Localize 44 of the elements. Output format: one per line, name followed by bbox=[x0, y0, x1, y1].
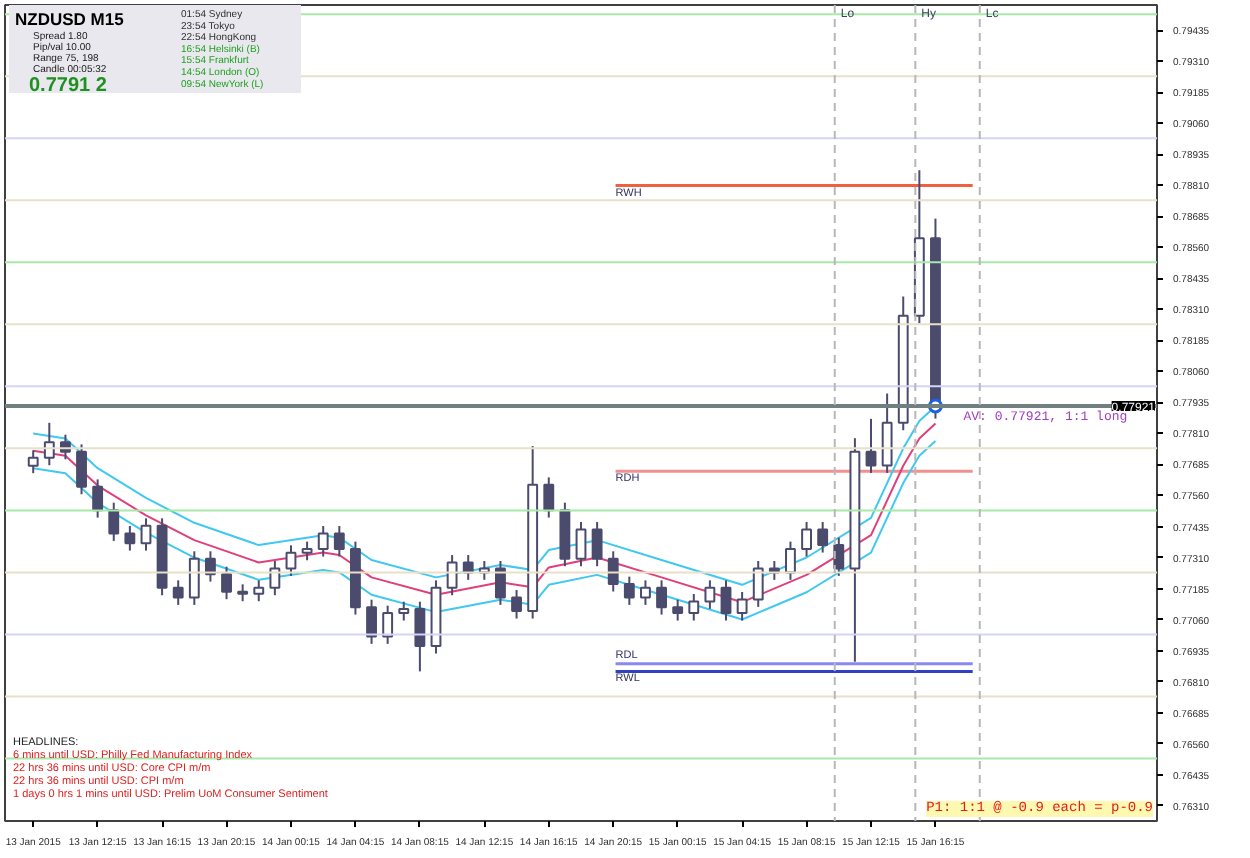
candlestick bbox=[865, 417, 877, 474]
candlestick bbox=[301, 540, 313, 562]
candlestick bbox=[188, 550, 200, 606]
candlestick bbox=[108, 501, 120, 542]
candlestick bbox=[398, 600, 410, 622]
candlestick bbox=[672, 598, 684, 622]
candlestick bbox=[704, 579, 716, 610]
candlestick bbox=[801, 521, 812, 558]
candlestick bbox=[333, 525, 345, 558]
candlestick bbox=[817, 521, 829, 554]
candlestick bbox=[76, 443, 87, 496]
candlestick bbox=[607, 550, 619, 593]
candlestick bbox=[285, 544, 297, 577]
candlestick bbox=[623, 575, 635, 606]
candlestick bbox=[140, 517, 152, 552]
candlestick bbox=[511, 589, 522, 620]
chart-title: NZDUSD M15 bbox=[15, 9, 125, 29]
candlestick bbox=[688, 592, 700, 622]
candlestick bbox=[640, 579, 651, 606]
candlestick bbox=[92, 478, 104, 519]
annotation: 0.7791 2 bbox=[29, 75, 108, 97]
candlestick bbox=[382, 604, 394, 645]
candlestick bbox=[752, 559, 764, 608]
candlestick bbox=[543, 476, 555, 519]
candlestick bbox=[366, 598, 377, 645]
candlestick bbox=[27, 449, 39, 475]
candlestick bbox=[446, 554, 458, 597]
candlestick bbox=[124, 525, 136, 552]
candlestick bbox=[591, 521, 603, 568]
candlestick bbox=[656, 579, 667, 616]
candlestick bbox=[253, 579, 265, 603]
candlestick bbox=[736, 591, 748, 622]
candlestick bbox=[269, 559, 281, 597]
candlestick bbox=[43, 421, 55, 467]
candlestick bbox=[720, 579, 732, 622]
candlestick bbox=[881, 392, 893, 474]
candlestick bbox=[172, 579, 184, 606]
candlestick bbox=[785, 540, 796, 581]
candlestick bbox=[317, 525, 329, 558]
candlestick bbox=[495, 559, 506, 606]
candlestick bbox=[414, 600, 426, 673]
candlestick bbox=[833, 536, 845, 577]
candlestick bbox=[221, 565, 232, 601]
candlestick bbox=[575, 521, 587, 568]
